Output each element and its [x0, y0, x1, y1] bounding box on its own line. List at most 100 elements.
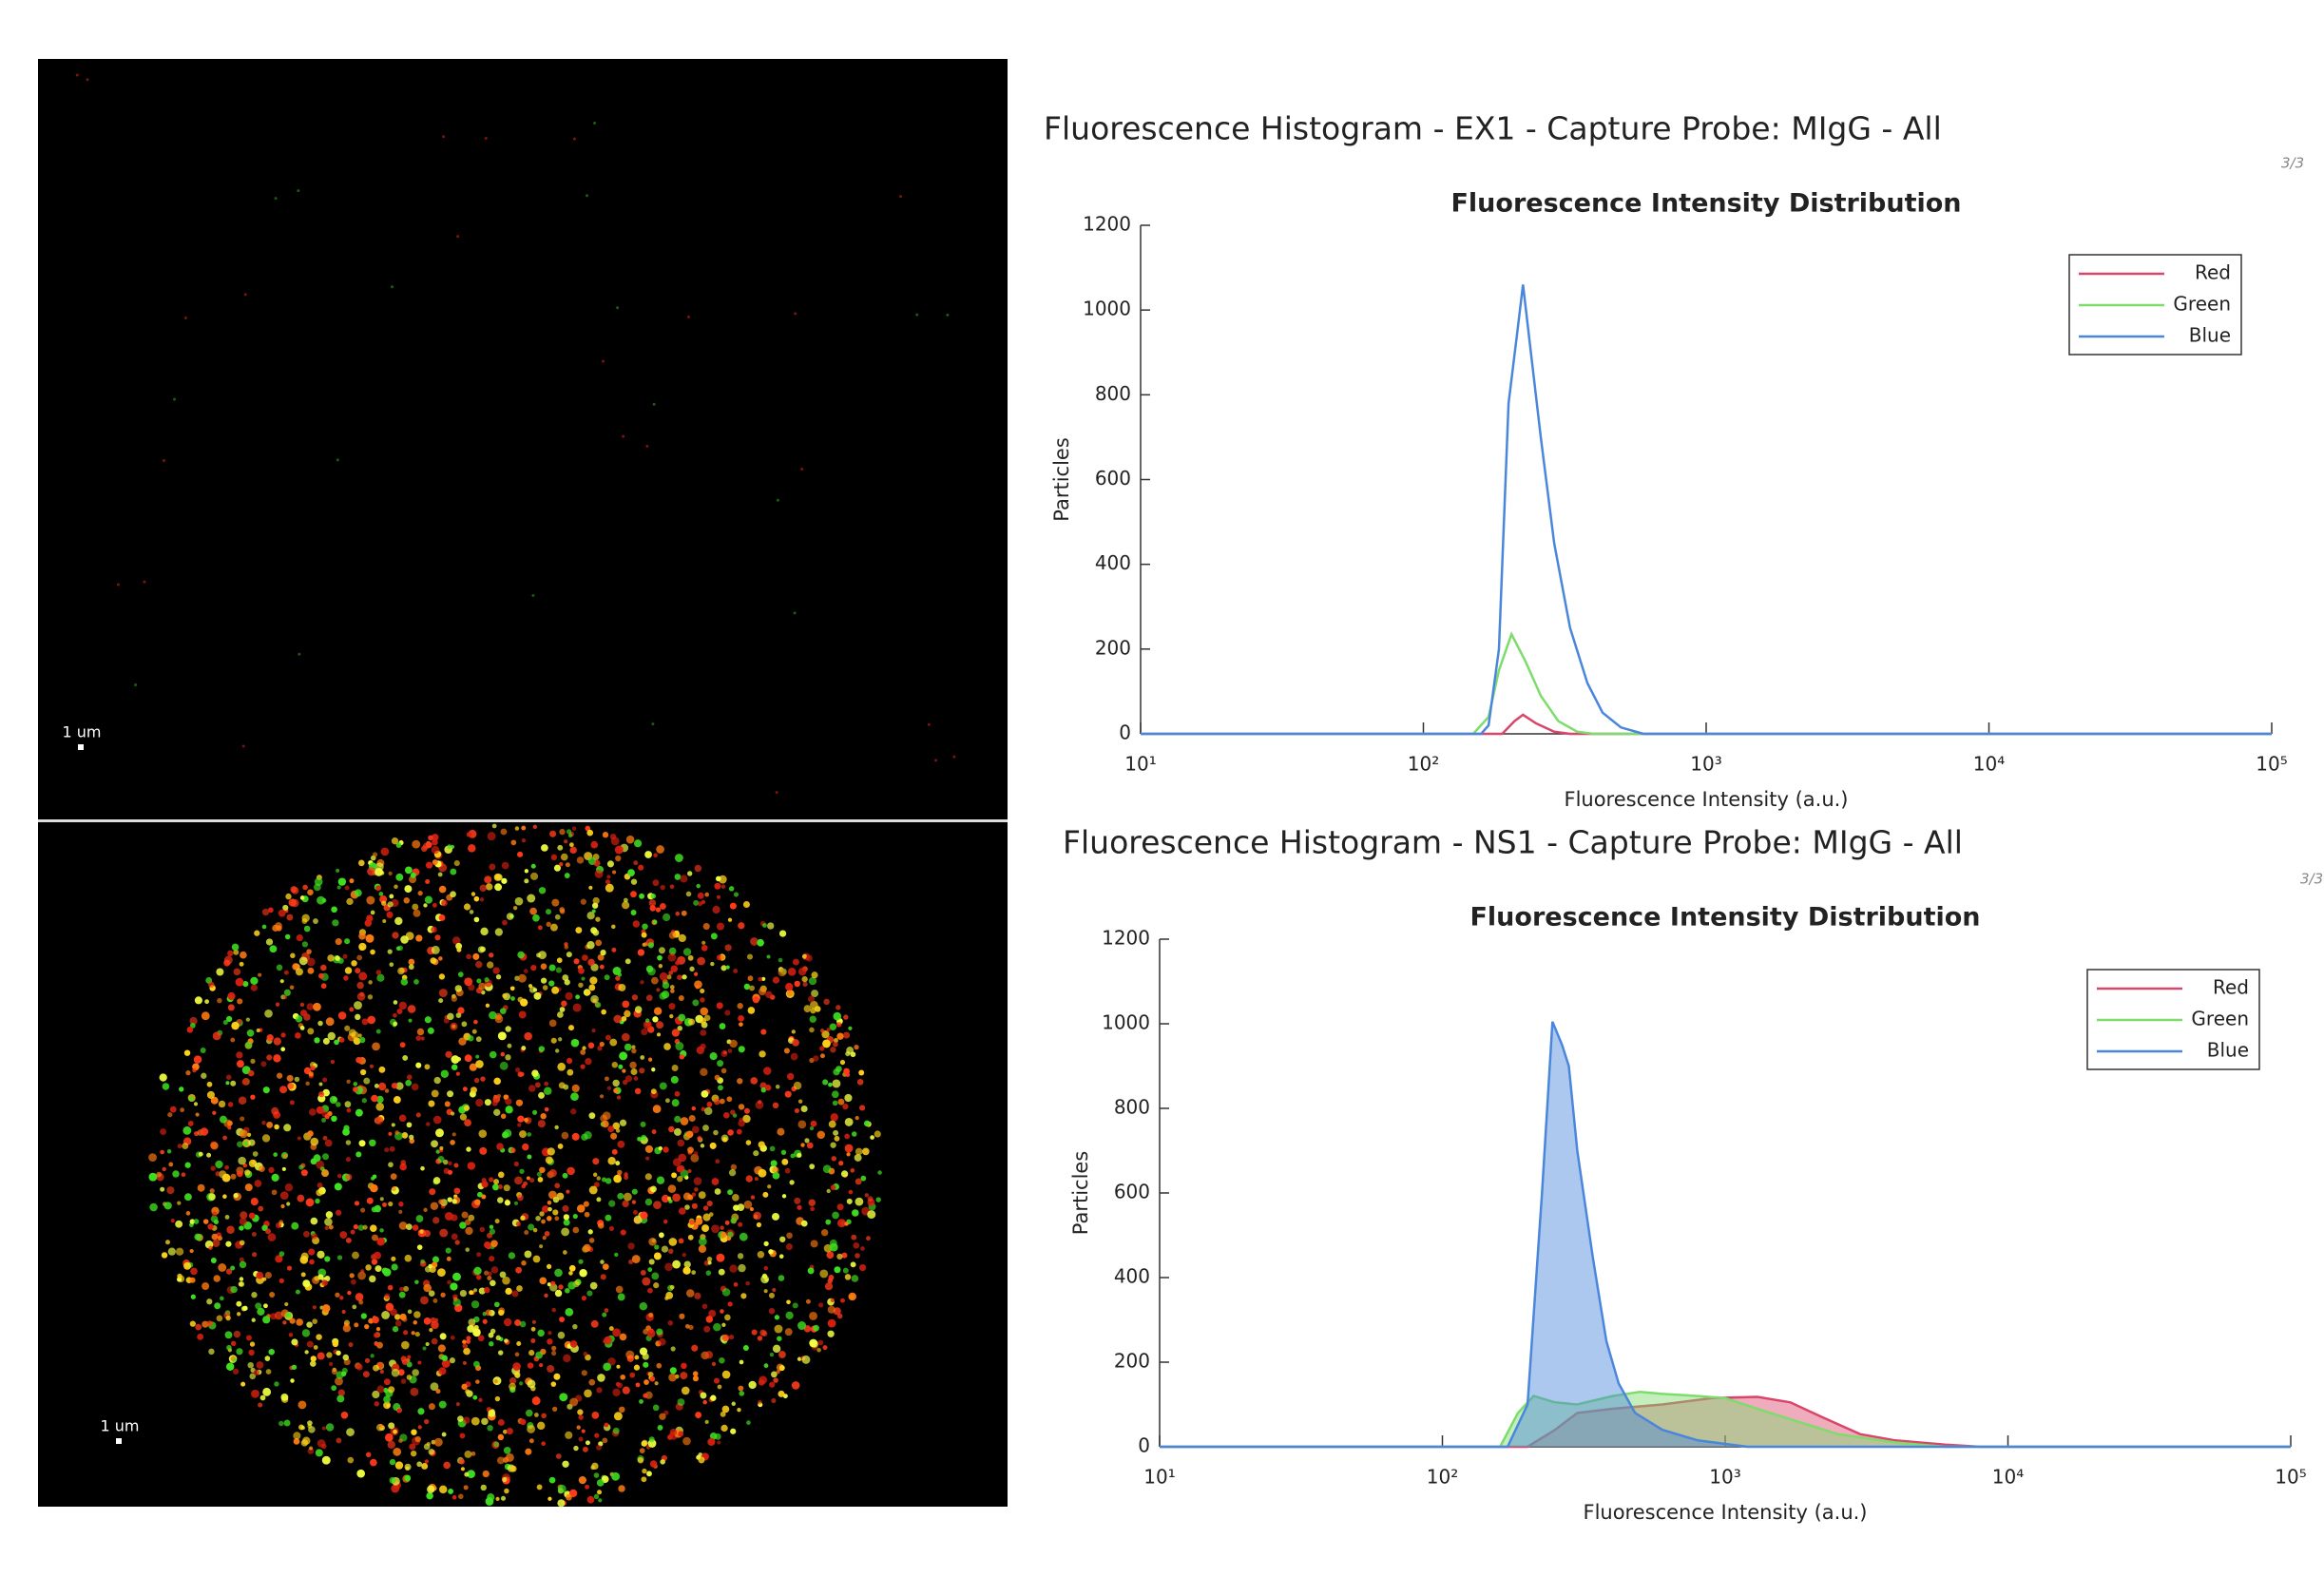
particle [514, 1352, 520, 1357]
micrograph [38, 59, 1008, 819]
particle [564, 945, 569, 950]
particle [299, 1002, 305, 1008]
particle [354, 889, 362, 897]
particle [588, 984, 596, 991]
particle [403, 1330, 409, 1336]
particle [286, 1082, 295, 1089]
particle [233, 1193, 239, 1199]
series-line [1160, 1021, 2291, 1449]
particle [509, 986, 515, 991]
particle [169, 1106, 177, 1113]
particle [315, 1198, 320, 1204]
particle [737, 1253, 744, 1260]
particle [687, 871, 693, 876]
particle [227, 1004, 235, 1011]
particle [703, 1014, 711, 1022]
particle [805, 954, 813, 962]
particle [567, 1068, 574, 1076]
particle [790, 1052, 798, 1061]
particle [258, 1402, 263, 1408]
particle [302, 1230, 310, 1238]
particle [564, 873, 570, 878]
particle [694, 864, 702, 873]
particle [637, 949, 645, 956]
particle [644, 1198, 653, 1206]
particle [413, 1311, 421, 1318]
particle [567, 1166, 575, 1176]
particle [657, 954, 663, 961]
series-line [1141, 631, 2272, 736]
scale-bar [78, 744, 84, 750]
particle [778, 957, 783, 963]
particle [567, 1025, 575, 1031]
particle [754, 1177, 759, 1182]
particle [227, 950, 234, 957]
particle [533, 991, 542, 1000]
particle [405, 1223, 413, 1231]
particle [500, 1051, 506, 1057]
particle [452, 936, 461, 945]
particle [431, 1140, 438, 1148]
particle [347, 1290, 352, 1296]
particle [827, 1305, 835, 1314]
particle [372, 1390, 380, 1399]
particle [619, 1119, 627, 1126]
particle [687, 1168, 692, 1174]
particle [602, 1437, 608, 1444]
particle [720, 965, 727, 971]
particle [597, 953, 605, 961]
particle [605, 1034, 611, 1041]
particle [742, 1344, 749, 1351]
particle [382, 918, 387, 923]
particle [392, 1326, 399, 1333]
particle [375, 1265, 382, 1273]
particle [185, 1069, 191, 1076]
particle [298, 1400, 307, 1410]
particle [438, 914, 446, 921]
particle [321, 1426, 326, 1431]
particle [794, 1107, 800, 1113]
particle [615, 975, 621, 981]
particle [298, 956, 308, 966]
particle [459, 1433, 466, 1439]
particle [463, 1485, 469, 1490]
particle [355, 1151, 362, 1158]
particle [462, 1087, 468, 1092]
particle [440, 1292, 446, 1298]
particle [329, 1095, 337, 1105]
particle [839, 1059, 846, 1066]
particle [214, 1302, 221, 1310]
particle [739, 1022, 743, 1027]
particle [590, 1319, 599, 1328]
particle [591, 1029, 596, 1033]
particle [656, 1176, 665, 1184]
particle [388, 1131, 393, 1136]
particle [249, 1341, 256, 1347]
particle [759, 1082, 767, 1089]
particle [640, 1269, 646, 1276]
particle [557, 1062, 567, 1071]
particle [316, 1334, 322, 1340]
particle [719, 1023, 726, 1029]
particle [757, 1336, 763, 1341]
particle [375, 1102, 385, 1111]
particle [617, 1140, 625, 1148]
particle [720, 1225, 724, 1230]
particle [532, 1109, 538, 1115]
particle [656, 1032, 662, 1037]
particle [561, 1131, 569, 1140]
particle [505, 1098, 512, 1106]
particle [698, 901, 703, 907]
particle [525, 1448, 532, 1455]
particle [655, 907, 662, 913]
particle [552, 1209, 559, 1216]
particle [750, 1077, 759, 1085]
particle [730, 1428, 737, 1434]
particle [383, 1387, 389, 1394]
particle [457, 1007, 465, 1014]
particle [424, 895, 433, 904]
particle [622, 1386, 630, 1394]
particle [572, 1226, 580, 1234]
particle [648, 1238, 657, 1246]
particle [502, 993, 508, 999]
